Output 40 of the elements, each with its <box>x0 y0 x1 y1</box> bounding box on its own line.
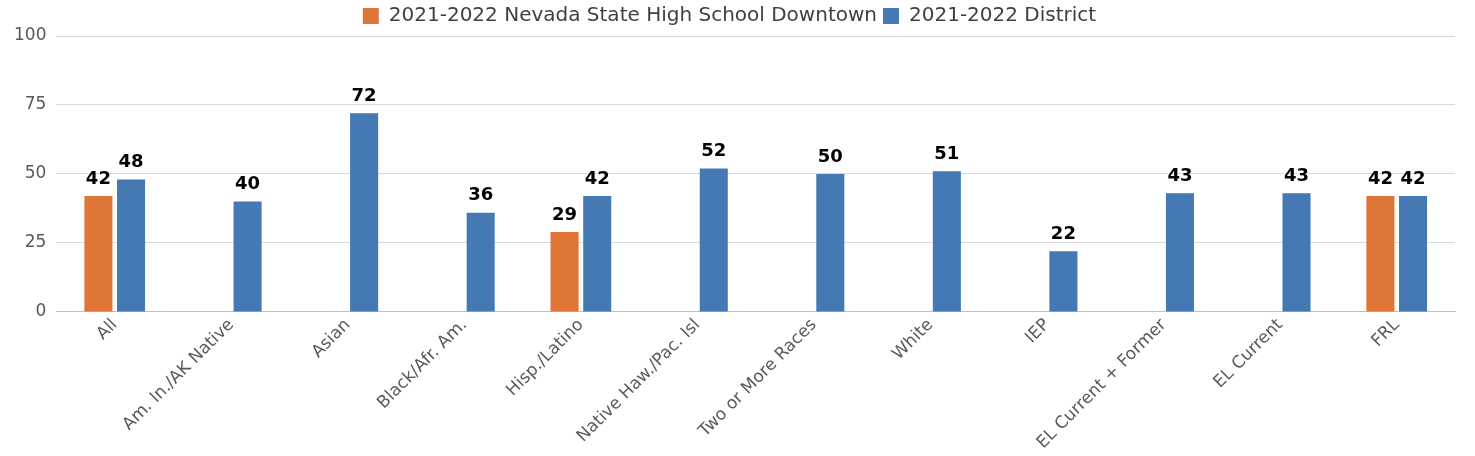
data-label: 42 <box>1367 166 1393 188</box>
data-label: 42 <box>584 166 610 188</box>
data-label: 43 <box>1283 163 1310 185</box>
data-label: 42 <box>1400 166 1426 188</box>
y-tick-label: 0 <box>35 300 47 321</box>
bar <box>1049 251 1078 312</box>
bar <box>1399 196 1428 312</box>
bar <box>1165 193 1194 312</box>
bar <box>583 196 612 312</box>
bar <box>117 179 146 312</box>
bar <box>466 212 495 312</box>
y-tick-label: 50 <box>24 162 47 183</box>
legend-label: 2021-2022 Nevada State High School Downtown <box>388 2 877 27</box>
legend-label: 2021-2022 District <box>908 2 1097 27</box>
data-label: 36 <box>468 183 494 205</box>
x-tick-label: IEP <box>1020 314 1054 347</box>
bar <box>350 113 379 312</box>
data-label: 22 <box>1050 221 1076 243</box>
data-label: 48 <box>118 150 144 172</box>
data-label: 42 <box>85 166 111 188</box>
data-label: 29 <box>552 202 578 224</box>
bar <box>1366 196 1395 312</box>
bar <box>932 171 961 312</box>
bar <box>1282 193 1311 312</box>
y-tick-label: 100 <box>13 24 47 45</box>
y-tick-label: 25 <box>24 231 47 252</box>
x-tick-label: FRL <box>1366 313 1404 351</box>
y-tick-label: 75 <box>24 93 47 114</box>
bar <box>699 168 728 312</box>
data-label: 50 <box>817 144 843 166</box>
bar <box>550 231 579 312</box>
data-label: 51 <box>934 141 960 163</box>
x-tick-label: All <box>91 314 121 344</box>
data-label: 52 <box>701 139 727 161</box>
data-label: 72 <box>351 83 377 105</box>
data-label: 40 <box>235 172 261 194</box>
bar <box>233 201 262 312</box>
bar <box>84 196 113 312</box>
data-label: 43 <box>1167 163 1193 185</box>
bar <box>816 173 845 312</box>
